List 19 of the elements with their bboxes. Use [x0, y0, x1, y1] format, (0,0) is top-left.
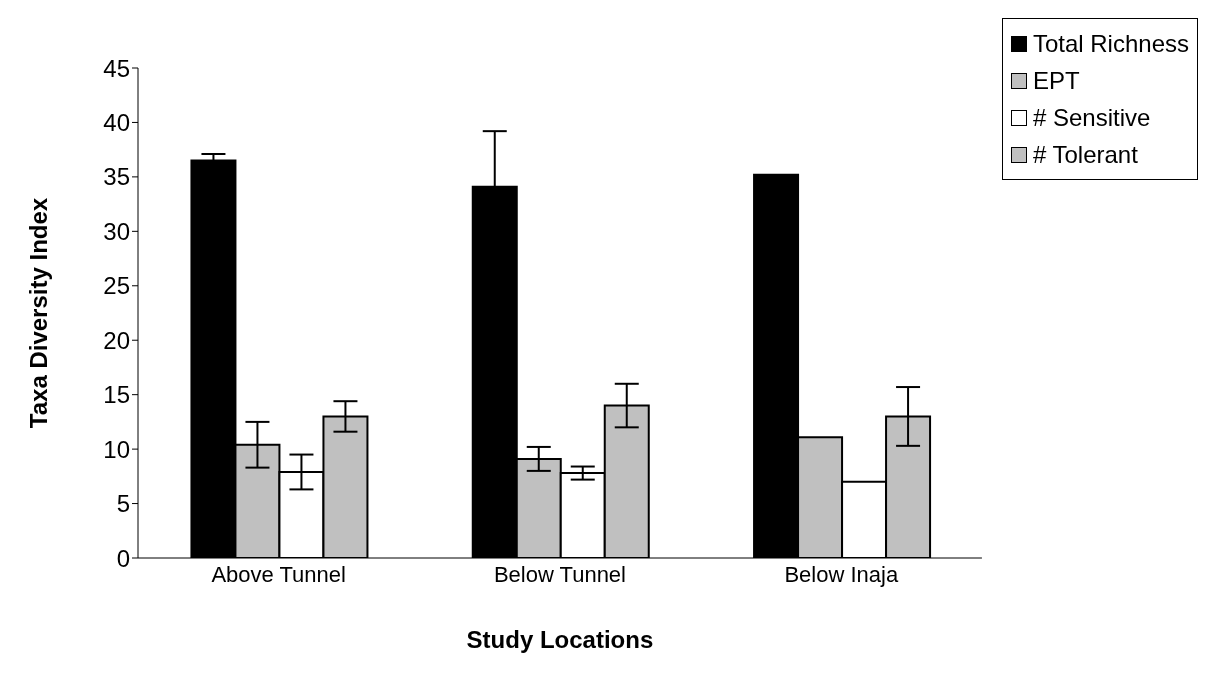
y-tick-label: 10 — [103, 435, 130, 463]
y-axis-title: Taxa Diversity Index — [24, 197, 52, 429]
x-tick-label: Above Tunnel — [211, 561, 346, 587]
y-tick-label: 25 — [103, 272, 130, 300]
x-axis-title: Study Locations — [466, 626, 654, 653]
legend-label: # Tolerant — [1032, 140, 1138, 170]
y-tick-label: 40 — [103, 108, 130, 136]
legend-label: Total Richness — [1032, 29, 1189, 59]
x-tick-label: Below Inaja — [784, 561, 899, 587]
legend-label: EPT — [1032, 66, 1080, 96]
x-tick-label: Below Tunnel — [493, 561, 627, 587]
y-tick-label: 5 — [116, 490, 130, 518]
y-tick-label: 35 — [103, 163, 130, 191]
y-tick-label: 20 — [103, 326, 130, 354]
y-tick-label: 0 — [116, 544, 130, 572]
y-tick-label: 30 — [103, 217, 130, 245]
legend-label: # Sensitive — [1032, 103, 1151, 133]
y-tick-label: 45 — [103, 54, 130, 82]
y-tick-label: 15 — [103, 381, 130, 409]
